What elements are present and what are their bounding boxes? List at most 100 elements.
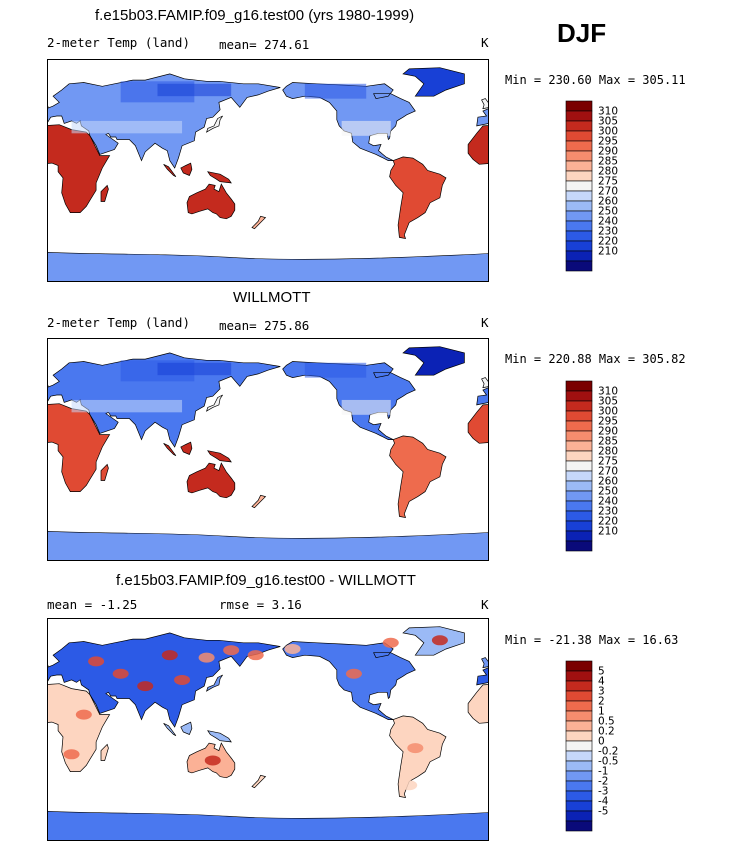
colorbar-swatch — [565, 240, 593, 252]
difference-blob — [407, 743, 424, 754]
land-nz — [251, 494, 267, 509]
land-newguinea — [207, 730, 232, 743]
difference-blob — [137, 681, 154, 692]
difference-blob — [198, 652, 215, 663]
colorbar-tick-label: 285 — [598, 156, 618, 168]
panel-2-map — [47, 338, 489, 561]
land-nz — [251, 774, 267, 789]
colorbar-swatch — [565, 420, 593, 432]
land-newguinea — [207, 171, 232, 184]
panel-1-mean-label: mean= 274.61 — [219, 37, 310, 52]
colorbar-swatch — [565, 140, 593, 152]
land-madagascar — [100, 743, 109, 761]
panel-1-title: f.e15b03.FAMIP.f09_g16.test00 (yrs 1980-… — [95, 7, 415, 24]
land-africa — [467, 684, 489, 724]
colorbar-swatch — [565, 380, 593, 392]
colorbar-tick-label: 295 — [598, 136, 618, 148]
colorbar-swatch — [565, 260, 593, 272]
colorbar-tick-label: 270 — [598, 186, 618, 198]
map-frame — [47, 338, 489, 561]
land-japan — [205, 674, 223, 692]
colorbar-tick-label: 0.5 — [598, 716, 615, 728]
colorbar-swatch — [565, 200, 593, 212]
difference-blob — [382, 637, 399, 648]
colorbar-swatch — [565, 760, 593, 772]
difference-blob — [174, 674, 191, 685]
land-newguinea — [207, 450, 232, 463]
land-sumatra — [163, 442, 177, 457]
temperature-region — [157, 362, 232, 376]
colorbar-swatch — [565, 150, 593, 162]
land-borneo — [180, 441, 193, 455]
colorbar-swatch — [565, 400, 593, 412]
colorbar-tick-label: 310 — [598, 106, 618, 118]
colorbar-tick-label: 1 — [598, 706, 605, 718]
colorbar-swatch — [565, 390, 593, 402]
colorbar-tick-label: 230 — [598, 506, 618, 518]
colorbar-swatch — [565, 800, 593, 812]
colorbar-tick-label: 290 — [598, 146, 618, 158]
colorbar-tick-label: -3 — [598, 786, 608, 798]
colorbar-tick-label: 275 — [598, 176, 618, 188]
map-frame — [47, 618, 489, 841]
land-japan — [205, 115, 223, 133]
difference-blob — [431, 635, 448, 646]
land-japan — [205, 394, 223, 412]
colorbar-tick-label: 250 — [598, 486, 618, 498]
colorbar-swatch — [565, 220, 593, 232]
temperature-region — [304, 83, 367, 99]
colorbar-swatch — [565, 160, 593, 172]
map-frame — [47, 59, 489, 282]
colorbar-swatch — [565, 660, 593, 672]
colorbar-swatch — [565, 750, 593, 762]
land-africa — [467, 125, 489, 165]
colorbar-swatch — [565, 430, 593, 442]
land-eurasia — [476, 387, 489, 406]
colorbar-swatch — [565, 500, 593, 512]
difference-blob — [161, 650, 178, 661]
land-samerica — [389, 435, 447, 519]
land-madagascar — [100, 184, 109, 202]
colorbar-swatch — [565, 790, 593, 802]
colorbar-swatch — [565, 470, 593, 482]
panel-2-colorbar: 3103053002952902852802752702602502402302… — [565, 380, 618, 552]
colorbar-swatch — [565, 230, 593, 242]
colorbar-swatch — [565, 820, 593, 832]
temperature-region — [71, 399, 183, 413]
colorbar-tick-label: 4 — [598, 676, 605, 688]
land-sumatra — [163, 722, 177, 737]
colorbar-tick-label: 250 — [598, 206, 618, 218]
panel-3-title: f.e15b03.FAMIP.f09_g16.test00 - WILLMOTT — [116, 572, 416, 589]
colorbar-tick-label: 260 — [598, 476, 618, 488]
land-madagascar — [100, 463, 109, 481]
colorbar-tick-label: 5 — [598, 666, 605, 678]
land-eurasia — [47, 632, 281, 728]
colorbar-swatch — [565, 170, 593, 182]
colorbar-tick-label: 290 — [598, 426, 618, 438]
temperature-region — [71, 120, 183, 134]
colorbar-swatch — [565, 520, 593, 532]
difference-blob — [75, 709, 92, 720]
colorbar-swatch — [565, 210, 593, 222]
temperature-region — [304, 362, 367, 378]
colorbar-tick-label: 275 — [598, 456, 618, 468]
colorbar-tick-label: 280 — [598, 446, 618, 458]
land-samerica — [389, 156, 447, 240]
panel-3-units-label: K — [481, 597, 489, 612]
colorbar-tick-label: 0 — [598, 736, 605, 748]
land-africa — [467, 404, 489, 444]
panel-1-colorbar: 3103053002952902852802752702602502402302… — [565, 100, 618, 272]
land-borneo — [180, 721, 193, 735]
colorbar-tick-label: 2 — [598, 696, 605, 708]
colorbar-swatch — [565, 450, 593, 462]
colorbar-tick-label: 230 — [598, 226, 618, 238]
panel-2-mean-label: mean= 275.86 — [219, 318, 310, 333]
colorbar-swatch — [565, 700, 593, 712]
colorbar-tick-label: 210 — [598, 246, 618, 258]
colorbar-tick-label: 285 — [598, 436, 618, 448]
difference-blob — [204, 755, 221, 766]
difference-blob — [88, 656, 105, 667]
colorbar-swatch — [565, 410, 593, 422]
difference-blob — [284, 643, 301, 654]
